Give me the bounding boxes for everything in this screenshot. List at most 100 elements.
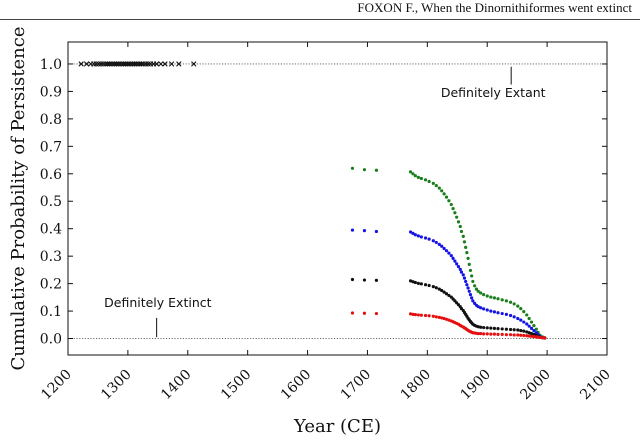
data-point — [434, 240, 438, 245]
y-tick-label: 0.4 — [40, 222, 62, 238]
data-point — [512, 328, 516, 332]
data-point — [482, 332, 486, 336]
y-tick-label: 0.7 — [40, 139, 62, 155]
data-point — [532, 324, 536, 328]
data-point — [168, 61, 175, 67]
data-point — [473, 284, 477, 288]
x-tick-label: 2100 — [577, 367, 614, 404]
y-tick-label: 0.0 — [40, 332, 62, 348]
data-point — [512, 302, 516, 306]
data-point — [527, 334, 531, 338]
data-point — [437, 287, 441, 291]
data-point — [413, 280, 417, 285]
data-point — [83, 61, 90, 67]
y-axis-title: Cumulative Probability of Persistence — [8, 27, 29, 371]
data-point — [444, 195, 449, 199]
plot-frame — [67, 41, 608, 356]
series-green — [350, 166, 547, 340]
data-point — [442, 192, 446, 196]
data-point — [489, 309, 493, 313]
data-point — [479, 306, 483, 310]
data-point — [461, 234, 465, 238]
data-point — [489, 326, 493, 330]
data-point — [458, 224, 462, 229]
data-point — [411, 172, 415, 176]
data-point — [374, 168, 379, 172]
data-point — [482, 307, 486, 311]
data-point — [479, 291, 483, 295]
data-point — [504, 312, 508, 316]
series-subfossil-dates — [78, 61, 197, 67]
data-point — [350, 277, 355, 282]
series-black — [350, 277, 547, 340]
data-point — [465, 250, 469, 255]
data-point — [516, 304, 520, 308]
data-point — [496, 311, 500, 315]
data-point — [516, 316, 520, 321]
data-point — [138, 61, 145, 67]
data-point — [508, 333, 513, 337]
data-point — [456, 220, 461, 224]
data-point — [431, 181, 435, 185]
data-point — [525, 334, 529, 338]
data-point — [427, 314, 431, 318]
data-point — [419, 282, 423, 286]
data-point — [408, 230, 413, 234]
data-point — [91, 61, 97, 67]
x-tick-label: 1800 — [398, 367, 435, 404]
data-point — [500, 332, 504, 337]
data-point — [471, 279, 475, 284]
data-point — [543, 336, 547, 340]
data-point — [413, 233, 417, 237]
data-point — [474, 287, 479, 291]
data-point — [449, 254, 453, 258]
data-point — [444, 292, 449, 296]
data-point — [455, 262, 459, 266]
data-point — [423, 236, 428, 240]
data-point — [434, 183, 438, 188]
data-point — [434, 286, 438, 290]
y-tick-label: 0.8 — [40, 112, 62, 128]
data-point — [434, 315, 438, 319]
data-point — [504, 327, 508, 331]
annotation-definitely-extant: Definitely Extant — [441, 85, 546, 100]
header-rule — [0, 19, 640, 20]
x-tick-label: 2000 — [517, 367, 554, 404]
data-point — [451, 207, 455, 211]
data-point — [527, 324, 531, 328]
data-point — [479, 325, 483, 329]
data-point — [492, 296, 497, 300]
data-point — [362, 278, 367, 282]
y-tick-label: 0.3 — [40, 249, 62, 265]
data-point — [419, 176, 423, 181]
data-point — [529, 326, 534, 330]
data-point — [496, 297, 500, 301]
data-point — [411, 312, 415, 316]
data-point — [471, 299, 475, 303]
data-point — [451, 256, 455, 260]
data-point — [532, 328, 536, 333]
x-tick-label: 1400 — [158, 367, 195, 404]
data-point — [78, 61, 84, 67]
data-point — [508, 313, 513, 318]
data-series — [78, 61, 547, 340]
data-point — [464, 279, 468, 284]
data-point — [416, 234, 420, 238]
data-point — [440, 189, 444, 193]
data-point — [413, 174, 417, 178]
data-point — [470, 296, 474, 300]
data-point — [527, 316, 531, 321]
data-point — [93, 61, 99, 67]
annotations: Definitely Extant Definitely Extinct — [104, 66, 546, 338]
data-point — [362, 168, 367, 172]
y-tick-label: 0.2 — [40, 277, 62, 293]
data-point — [519, 306, 523, 311]
data-point — [489, 332, 493, 336]
data-point — [496, 327, 500, 331]
data-point — [462, 240, 467, 244]
data-point — [465, 283, 469, 287]
data-point — [416, 281, 420, 285]
data-point — [489, 295, 493, 299]
running-head: FOXON F., When the Dinornithiformes went… — [357, 0, 632, 15]
data-point — [447, 199, 451, 203]
